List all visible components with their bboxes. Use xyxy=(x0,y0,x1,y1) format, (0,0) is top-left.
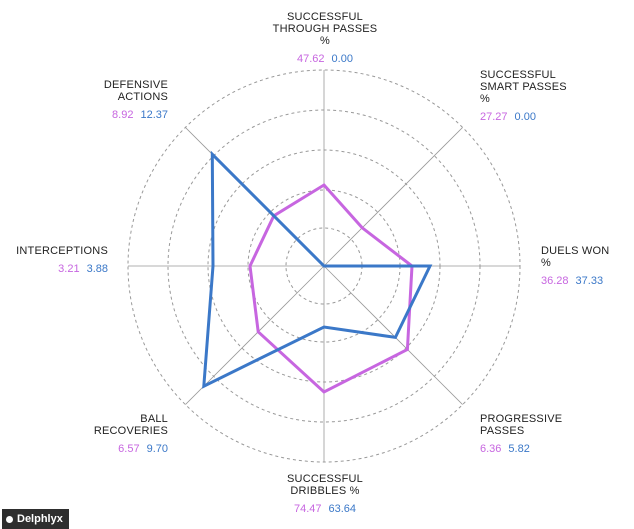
axis-label-3-line-1: DUELS WON xyxy=(541,245,609,257)
series-2-polygon xyxy=(202,150,433,389)
axis-6-series-1-value: 6.57 xyxy=(118,443,139,455)
axis-8-series-2-value: 12.37 xyxy=(140,109,168,121)
axis-label-2-line-2: SMART PASSES xyxy=(480,81,567,93)
axis-5-series-1-value: 74.47 xyxy=(294,503,322,515)
axis-values-3: 36.28 37.33 xyxy=(541,275,603,287)
axis-5-series-2-value: 63.64 xyxy=(329,503,357,515)
axis-label-3-line-2: % xyxy=(541,257,551,269)
axis-4-series-1-value: 6.36 xyxy=(480,443,501,455)
axis-8-series-1-value: 8.92 xyxy=(112,109,133,121)
axis-values-7: 3.21 3.88 xyxy=(58,263,108,275)
brand-name: Delphlyx xyxy=(17,513,63,525)
axis-label-1-line-3: % xyxy=(320,35,330,47)
axis-line-6 xyxy=(185,265,325,405)
axis-label-8-line-1: DEFENSIVE xyxy=(104,79,168,91)
axis-label-5-line-2: DRIBBLES % xyxy=(290,485,359,497)
brand-logo-icon xyxy=(6,515,13,523)
axis-label-8-line-2: ACTIONS xyxy=(118,91,168,103)
axis-line-4 xyxy=(323,265,463,405)
axis-values-4: 6.36 5.82 xyxy=(480,443,530,455)
axis-values-6: 6.57 9.70 xyxy=(118,443,168,455)
axis-2-series-2-value: 0.00 xyxy=(515,111,536,123)
axis-label-6-line-2: RECOVERIES xyxy=(94,425,168,437)
axis-4-series-2-value: 5.82 xyxy=(508,443,529,455)
axis-3-series-1-value: 36.28 xyxy=(541,275,569,287)
axis-label-5-line-1: SUCCESSFUL xyxy=(287,473,363,485)
axis-1-series-2-value: 0.00 xyxy=(332,53,353,65)
axis-values-1: 47.62 0.00 xyxy=(297,53,353,65)
axis-line-2 xyxy=(323,127,463,267)
series-1-polygon xyxy=(248,183,414,394)
axis-1-series-1-value: 47.62 xyxy=(297,53,325,65)
axis-label-4-line-1: PROGRESSIVE xyxy=(480,413,562,425)
axis-label-4-line-2: PASSES xyxy=(480,425,524,437)
axis-values-2: 27.27 0.00 xyxy=(480,111,536,123)
axis-label-2-line-1: SUCCESSFUL xyxy=(480,69,556,81)
axis-label-1-line-2: THROUGH PASSES xyxy=(273,23,378,35)
axis-label-7-line-1: INTERCEPTIONS xyxy=(16,245,108,257)
axis-6-series-2-value: 9.70 xyxy=(147,443,168,455)
axis-7-series-2-value: 3.88 xyxy=(87,263,108,275)
brand-badge: Delphlyx xyxy=(2,509,69,529)
axis-label-6-line-1: BALL xyxy=(140,413,168,425)
axis-3-series-2-value: 37.33 xyxy=(576,275,604,287)
axis-values-8: 8.92 12.37 xyxy=(112,109,168,121)
axis-label-1-line-1: SUCCESSFUL xyxy=(287,11,363,23)
axis-2-series-1-value: 27.27 xyxy=(480,111,508,123)
axis-label-2-line-3: % xyxy=(480,93,490,105)
axis-7-series-1-value: 3.21 xyxy=(58,263,79,275)
axis-values-5: 74.47 63.64 xyxy=(294,503,356,515)
